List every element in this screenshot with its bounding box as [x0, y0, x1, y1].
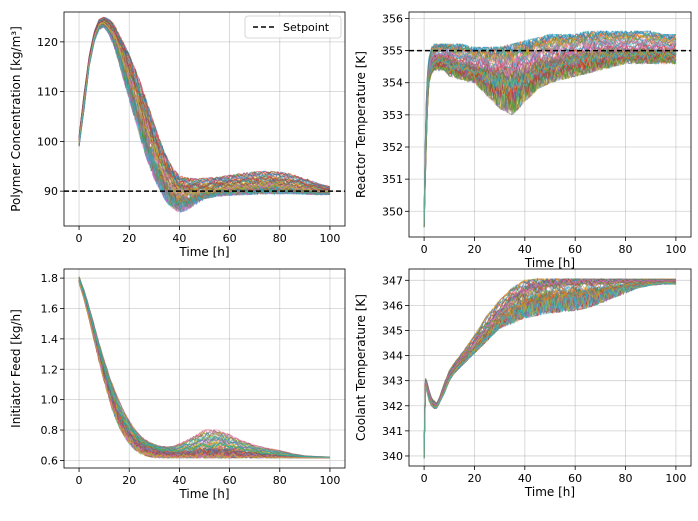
x-tick-label: 100	[319, 232, 340, 245]
x-axis-label: Time [h]	[524, 485, 575, 499]
axes-frame	[408, 268, 692, 467]
x-tick-label: 0	[421, 243, 428, 256]
runs-coolant	[423, 277, 677, 459]
y-tick-label: 354	[382, 77, 403, 90]
axes-frame	[63, 268, 346, 469]
run-line	[423, 53, 677, 228]
y-tick-label: 120	[37, 36, 58, 49]
run-line	[78, 276, 330, 458]
x-tick-label: 40	[518, 243, 532, 256]
run-line	[78, 21, 330, 197]
run-line	[78, 280, 330, 460]
subplot-polymer: 0 20 40 60 80 100 90 100 110 120 Time [h] Polymer C…	[9, 11, 346, 259]
x-tick-label: 60	[223, 474, 237, 487]
x-tick-label: 0	[421, 472, 428, 485]
run-line	[423, 29, 676, 218]
run-line	[423, 36, 677, 222]
x-tick-label: 80	[619, 243, 633, 256]
y-axis-label: Reactor Temperature [K]	[354, 51, 368, 198]
x-tick-label: 60	[568, 243, 582, 256]
y-tick-label: 100	[37, 135, 58, 148]
run-line	[78, 17, 331, 190]
y-axis-label: Polymer Concentration [kg/m³]	[9, 26, 23, 212]
x-tick-label: 100	[665, 472, 686, 485]
run-line	[423, 48, 677, 226]
y-tick-label: 1.4	[41, 333, 59, 346]
run-line	[423, 282, 677, 458]
y-tick-label: 0.6	[41, 454, 59, 467]
x-tick-label: 40	[172, 474, 186, 487]
y-tick-label: 347	[382, 274, 403, 287]
x-tick-label: 100	[665, 243, 686, 256]
runs-reactor	[423, 29, 677, 228]
y-tick-label: 0.8	[41, 424, 59, 437]
run-line	[423, 55, 677, 227]
run-line	[78, 22, 331, 196]
y-tick-label: 352	[382, 141, 403, 154]
x-tick-label: 20	[467, 472, 481, 485]
y-tick-label: 343	[382, 375, 403, 388]
x-tick-label: 20	[467, 243, 481, 256]
run-line	[423, 281, 677, 457]
y-tick-label: 341	[382, 425, 403, 438]
axes-frame	[408, 11, 692, 238]
x-tick-label: 100	[319, 474, 340, 487]
x-tick-label: 0	[76, 474, 83, 487]
run-line	[423, 29, 677, 220]
y-axis-label: Initiator Feed [kg/h]	[9, 309, 23, 428]
runs-initiator	[78, 276, 330, 460]
y-tick-label: 1.0	[41, 394, 59, 407]
run-line	[423, 281, 677, 458]
run-line	[423, 278, 676, 456]
run-line	[78, 18, 331, 191]
y-tick-label: 344	[382, 350, 403, 363]
y-tick-label: 1.6	[41, 302, 59, 315]
y-tick-label: 353	[382, 109, 403, 122]
y-tick-label: 340	[382, 450, 403, 463]
x-tick-label: 40	[518, 472, 532, 485]
y-tick-label: 355	[382, 45, 403, 58]
subplot-initiator: 0 20 40 60 80 100 0.6 0.8 1.0 1.2 1.4 1.6 1.8 Time [h…	[9, 268, 346, 501]
y-tick-label: 346	[382, 299, 403, 312]
runs-polymer	[78, 16, 331, 214]
run-line	[78, 278, 330, 458]
x-axis-label: Time [h]	[178, 245, 229, 259]
subplot-reactor: 0 20 40 60 80 100 350 351 352 353 354 355 356 Time [h…	[354, 11, 692, 270]
y-axis-label: Coolant Temperature [K]	[354, 294, 368, 441]
y-tick-label: 90	[44, 185, 58, 198]
x-axis-label: Time [h]	[178, 487, 229, 501]
y-tick-label: 356	[382, 12, 403, 25]
x-axis-label: Time [h]	[524, 256, 575, 270]
legend-label: Setpoint	[283, 21, 330, 34]
axes-frame	[63, 11, 346, 227]
y-tick-label: 351	[382, 173, 403, 186]
y-tick-label: 110	[37, 86, 58, 99]
x-tick-label: 20	[122, 474, 136, 487]
x-tick-label: 60	[223, 232, 237, 245]
run-line	[78, 277, 330, 458]
y-tick-label: 1.8	[41, 272, 59, 285]
y-tick-label: 342	[382, 400, 403, 413]
run-line	[423, 42, 677, 224]
x-tick-label: 60	[568, 472, 582, 485]
run-line	[423, 48, 677, 226]
x-tick-label: 20	[122, 232, 136, 245]
grid-polymer	[64, 12, 345, 226]
legend-box	[244, 15, 342, 39]
x-tick-label: 40	[172, 232, 186, 245]
legend: Setpoint	[244, 15, 342, 39]
y-tick-label: 350	[382, 205, 403, 218]
y-tick-label: 345	[382, 324, 403, 337]
x-tick-label: 80	[273, 474, 287, 487]
x-tick-label: 0	[76, 232, 83, 245]
x-tick-label: 80	[273, 232, 287, 245]
y-tick-label: 1.2	[41, 363, 59, 376]
subplot-coolant: 0 20 40 60 80 100 340 341 342 343 344 345 346 347 Time…	[354, 268, 692, 499]
x-tick-label: 80	[619, 472, 633, 485]
